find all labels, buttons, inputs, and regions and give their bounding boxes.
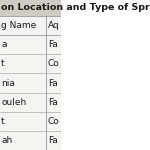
- Text: nia: nia: [1, 78, 15, 87]
- Text: g Name: g Name: [1, 21, 36, 30]
- Text: ouleh: ouleh: [1, 98, 26, 107]
- Text: Fa: Fa: [48, 136, 57, 145]
- Text: Fa: Fa: [48, 98, 57, 107]
- Text: t: t: [1, 117, 5, 126]
- Bar: [0, 0, 61, 16]
- Text: Aq: Aq: [48, 21, 59, 30]
- Text: Co: Co: [48, 117, 59, 126]
- Text: t: t: [1, 59, 5, 68]
- Text: Fa: Fa: [48, 78, 57, 87]
- Text: ah: ah: [1, 136, 12, 145]
- Bar: [0, 16, 61, 150]
- Text: Fa: Fa: [48, 40, 57, 49]
- Text: Co: Co: [48, 59, 59, 68]
- Text: on Location and Type of Springs in Wa: on Location and Type of Springs in Wa: [1, 3, 150, 12]
- Text: a: a: [1, 40, 7, 49]
